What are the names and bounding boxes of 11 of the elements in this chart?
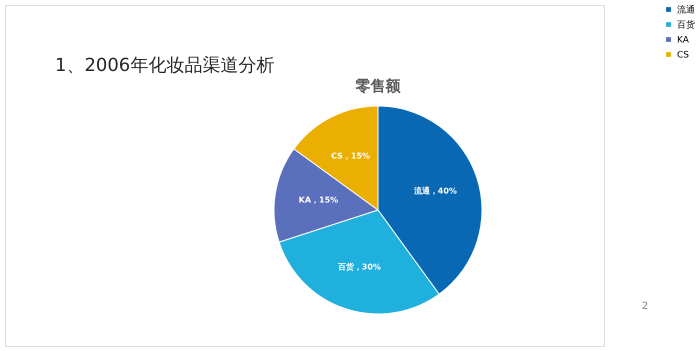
data-label: 流通，40% <box>412 185 457 196</box>
text: 2 <box>642 301 648 312</box>
legend-label: 流通 <box>677 4 695 16</box>
legend-label: KA <box>677 36 690 46</box>
data-label: CS，15% <box>331 151 370 160</box>
text: 1、2006年化妆品渠道分析 <box>55 55 274 76</box>
data-label: 百货，30% <box>336 262 381 272</box>
legend-label: CS <box>677 50 690 60</box>
legend-label: 百货 <box>677 20 695 30</box>
data-label: KA，15% <box>298 196 338 205</box>
text: 零售额 <box>356 77 402 95</box>
